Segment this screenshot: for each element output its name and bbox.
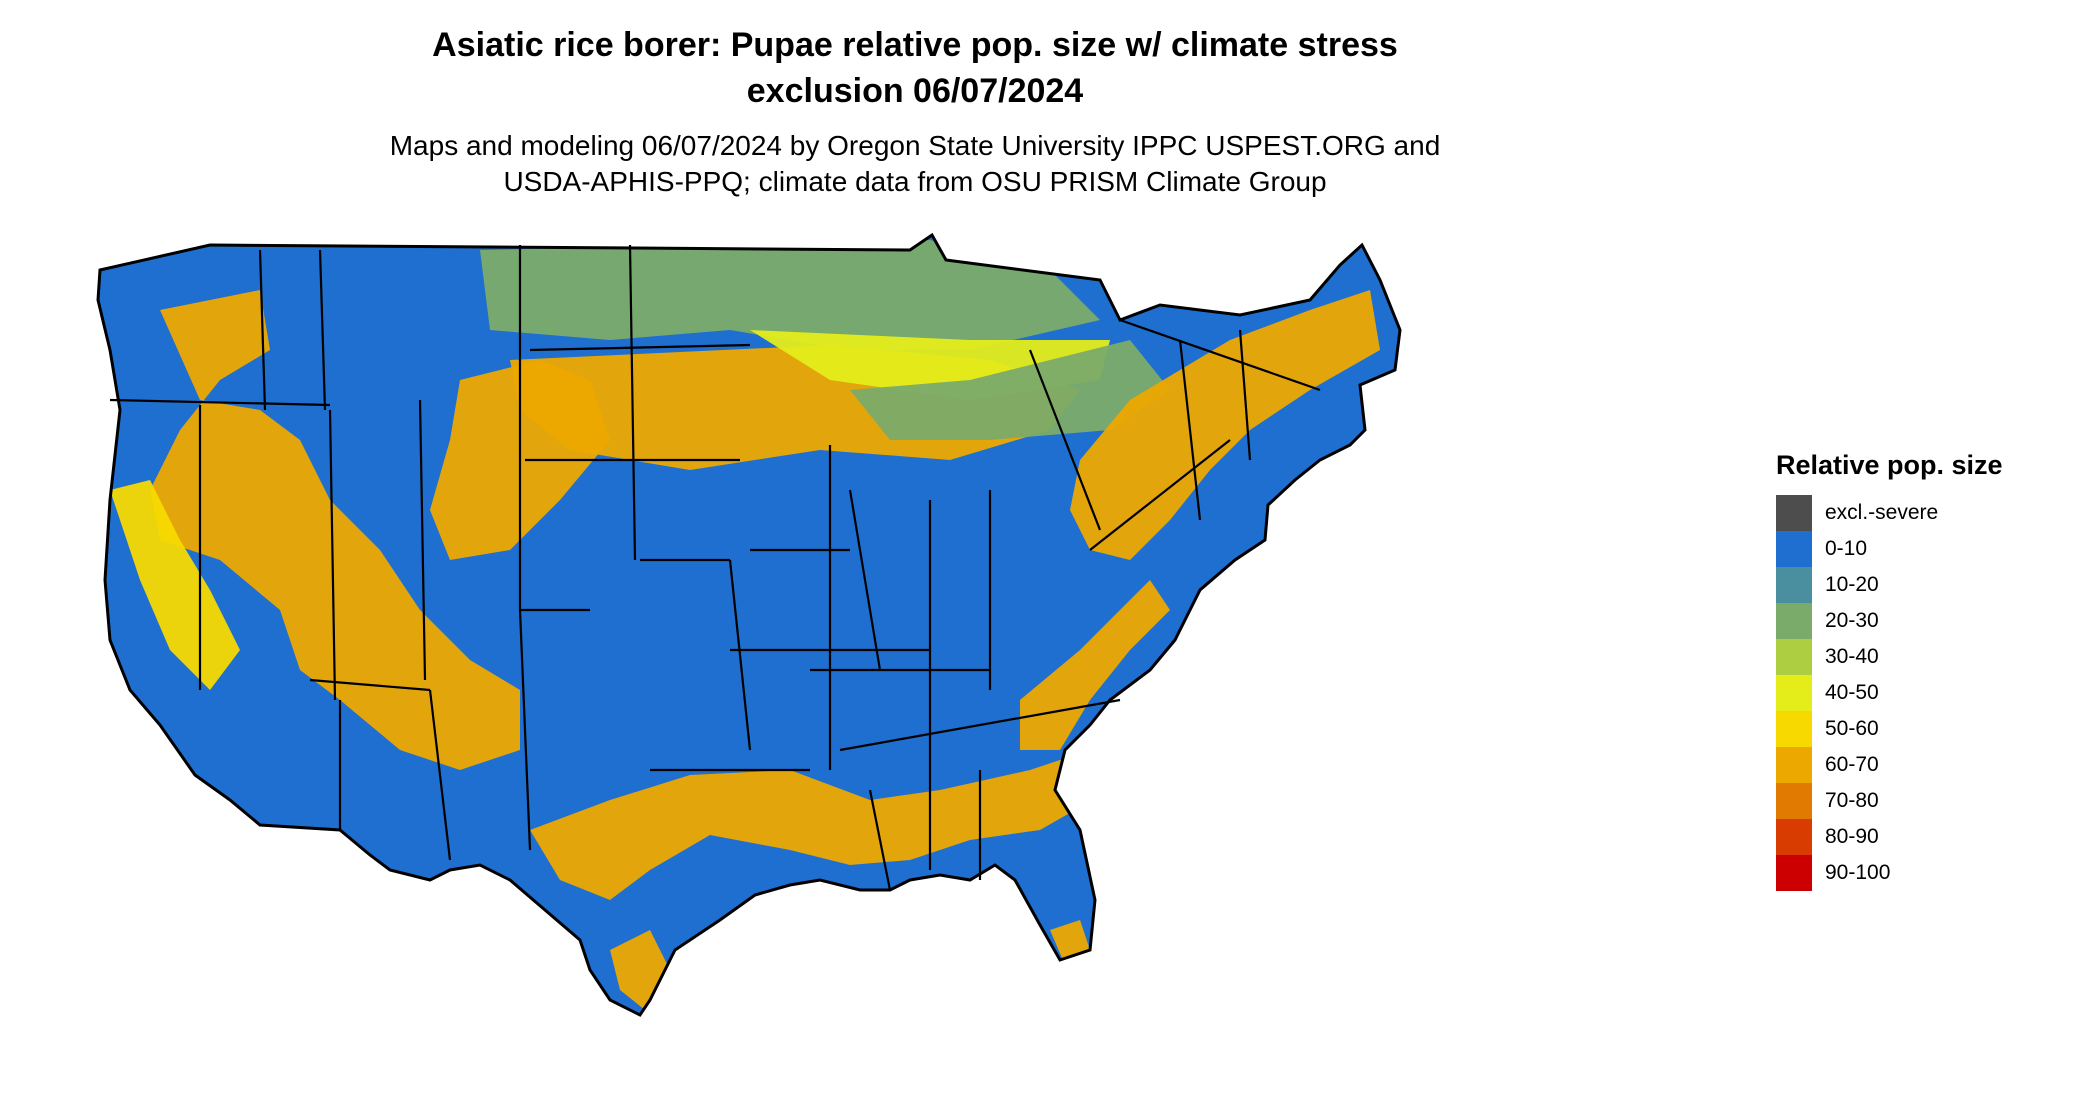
population-zones bbox=[98, 235, 1400, 1015]
legend-item: 20-30 bbox=[1776, 603, 2003, 639]
map-title-line-1: Asiatic rice borer: Pupae relative pop. … bbox=[432, 26, 1398, 64]
legend-item: 0-10 bbox=[1776, 531, 2003, 567]
state-border bbox=[529, 343, 751, 352]
legend-item: 70-80 bbox=[1776, 783, 2003, 819]
state-border bbox=[1178, 339, 1202, 521]
map-subtitle-line-1: Maps and modeling 06/07/2024 by Oregon S… bbox=[389, 130, 1441, 161]
legend-item: 40-50 bbox=[1776, 675, 2003, 711]
legend-swatch bbox=[1776, 711, 1812, 747]
zone-great-lakes bbox=[850, 340, 1170, 440]
legend-swatch bbox=[1776, 603, 1812, 639]
state-border bbox=[1089, 439, 1231, 551]
state-border bbox=[258, 249, 267, 411]
state-border bbox=[328, 409, 337, 701]
legend-swatch bbox=[1776, 747, 1812, 783]
state-border bbox=[839, 698, 1121, 752]
subtitle-block: Maps and modeling 06/07/2024 by Oregon S… bbox=[0, 128, 1830, 200]
legend-label: 0-10 bbox=[1825, 537, 1868, 560]
legend-swatch bbox=[1776, 531, 1812, 567]
legend-item: 60-70 bbox=[1776, 747, 2003, 783]
legend-swatch bbox=[1776, 639, 1812, 675]
legend-label: 50-60 bbox=[1825, 717, 1879, 740]
legend-title: Relative pop. size bbox=[1776, 450, 2003, 480]
legend-label: excl.-severe bbox=[1825, 501, 1939, 524]
legend-swatch bbox=[1776, 567, 1812, 603]
zone-california-valleys bbox=[110, 480, 240, 690]
legend-swatch bbox=[1776, 855, 1812, 891]
legend-item: excl.-severe bbox=[1776, 495, 2003, 531]
zones-clipped bbox=[110, 240, 1380, 1010]
state-border bbox=[1028, 349, 1102, 531]
legend-item: 90-100 bbox=[1776, 855, 2003, 891]
state-border bbox=[418, 399, 427, 681]
state-border bbox=[309, 678, 431, 692]
legend-label: 40-50 bbox=[1825, 681, 1879, 704]
legend-label: 70-80 bbox=[1825, 789, 1879, 812]
title-block: Asiatic rice borer: Pupae relative pop. … bbox=[0, 22, 1830, 200]
zone-western-mountains bbox=[150, 290, 520, 770]
legend-label: 20-30 bbox=[1825, 609, 1879, 632]
legend-item: 30-40 bbox=[1776, 639, 2003, 675]
legend-swatch bbox=[1776, 675, 1812, 711]
us-map bbox=[96, 232, 1402, 1017]
zone-southeast-band bbox=[1020, 580, 1170, 750]
state-border bbox=[109, 398, 331, 407]
state-border bbox=[628, 244, 637, 561]
state-border bbox=[1238, 329, 1252, 461]
legend-label: 90-100 bbox=[1825, 861, 1891, 884]
legend-swatch bbox=[1776, 783, 1812, 819]
state-border bbox=[518, 609, 532, 851]
map-title-line-2: exclusion 06/07/2024 bbox=[746, 72, 1084, 110]
us-outline bbox=[96, 232, 1402, 1017]
state-border bbox=[848, 489, 882, 671]
legend-swatch bbox=[1776, 819, 1812, 855]
state-border bbox=[728, 559, 752, 751]
legend-item: 80-90 bbox=[1776, 819, 2003, 855]
legend-items: excl.-severe 0-10 10-20 20-30 30-40 40-50 50-6… bbox=[1776, 495, 2003, 891]
map-subtitle-line-2: USDA-APHIS-PPQ; climate data from OSU PR… bbox=[503, 166, 1327, 197]
state-border bbox=[868, 789, 892, 891]
legend-item: 10-20 bbox=[1776, 567, 2003, 603]
state-border bbox=[1119, 318, 1321, 392]
legend-label: 60-70 bbox=[1825, 753, 1879, 776]
zone-gulf-coast-band bbox=[530, 750, 1110, 900]
legend-label: 80-90 bbox=[1825, 825, 1879, 848]
zone-northeast bbox=[1070, 290, 1380, 560]
state-border bbox=[318, 249, 327, 411]
legend: Relative pop. size excl.-severe 0-10 10-20… bbox=[1776, 450, 2003, 891]
state-borders bbox=[96, 232, 1402, 1017]
legend-label: 30-40 bbox=[1825, 645, 1879, 668]
zone-northern-plains bbox=[480, 240, 1100, 350]
legend-label: 10-20 bbox=[1825, 573, 1879, 596]
legend-item: 50-60 bbox=[1776, 711, 2003, 747]
state-border bbox=[428, 689, 452, 861]
legend-swatch bbox=[1776, 495, 1812, 531]
